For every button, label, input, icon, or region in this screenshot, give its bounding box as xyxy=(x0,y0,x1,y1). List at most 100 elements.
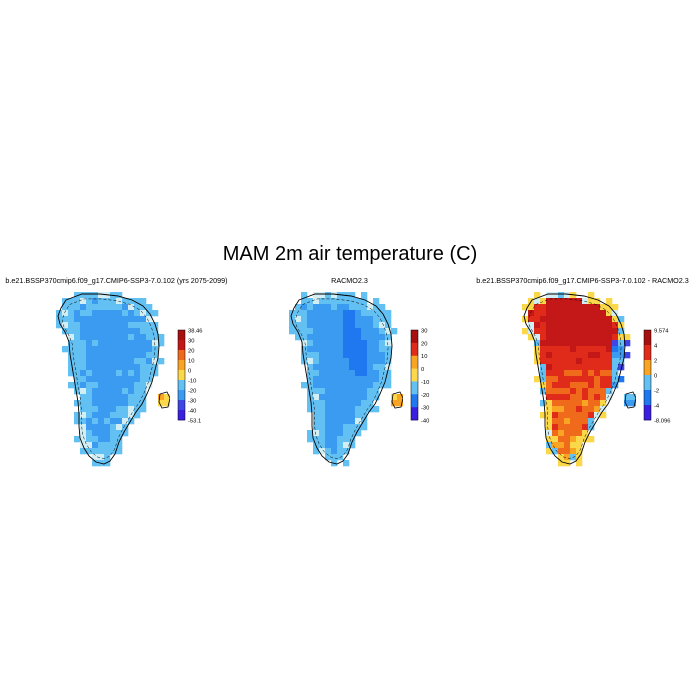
grid-cell xyxy=(122,298,129,305)
grid-cell xyxy=(313,304,320,311)
grid-cell xyxy=(337,364,344,371)
grid-cell xyxy=(552,406,559,413)
grid-cell xyxy=(594,364,601,371)
grid-cell xyxy=(361,394,368,401)
colorbar-tick-label: -10 xyxy=(188,379,196,385)
grid-cell xyxy=(600,352,607,359)
grid-cell xyxy=(558,328,565,335)
grid-cell xyxy=(110,358,117,365)
grid-cell xyxy=(319,334,326,341)
colorbar-tick-label: 0 xyxy=(188,369,191,375)
grid-cell xyxy=(630,400,636,407)
grid-cell xyxy=(313,340,320,347)
grid-cell xyxy=(361,298,368,305)
grid-cell xyxy=(80,394,87,401)
grid-cell xyxy=(343,418,350,425)
grid-cell xyxy=(564,352,571,359)
grid-cell xyxy=(152,364,159,371)
grid-cell xyxy=(104,442,111,449)
grid-cell xyxy=(337,448,344,455)
grid-cell xyxy=(552,364,559,371)
grid-cell xyxy=(116,394,123,401)
grid-cell xyxy=(540,298,547,305)
grid-cell xyxy=(86,298,93,305)
grid-cell xyxy=(594,382,601,389)
grid-cell xyxy=(343,346,350,353)
grid-cell xyxy=(331,352,338,359)
grid-cell xyxy=(116,358,123,365)
grid-cell xyxy=(367,394,374,401)
grid-cell xyxy=(337,430,344,437)
grid-cell xyxy=(92,322,99,329)
grid-cell xyxy=(80,346,87,353)
grid-cell xyxy=(606,388,613,395)
grid-cell xyxy=(600,340,607,347)
grid-cell xyxy=(116,346,123,353)
grid-cell xyxy=(552,448,559,455)
grid-cell xyxy=(570,322,577,329)
grid-cell xyxy=(140,370,147,377)
grid-cell xyxy=(86,424,93,431)
grid-cell xyxy=(361,412,368,419)
grid-cell xyxy=(313,436,320,443)
colorbar-tick-label: -10 xyxy=(421,380,429,386)
grid-cell xyxy=(379,322,386,329)
grid-cell xyxy=(80,388,87,395)
grid-cell xyxy=(349,400,356,407)
grid-cell xyxy=(576,328,583,335)
grid-cell xyxy=(98,334,105,341)
grid-cell xyxy=(74,316,81,323)
grid-cell xyxy=(152,352,159,359)
grid-cell xyxy=(116,424,123,431)
grid-cell xyxy=(116,382,123,389)
grid-cell xyxy=(116,316,123,323)
grid-cell xyxy=(122,334,129,341)
grid-cell xyxy=(534,316,541,323)
grid-cell xyxy=(128,412,135,419)
grid-cell xyxy=(86,406,93,413)
grid-cell xyxy=(379,370,386,377)
grid-cell xyxy=(307,346,314,353)
grid-cell xyxy=(582,340,589,347)
grid-cell xyxy=(355,364,362,371)
grid-cell xyxy=(570,298,577,305)
grid-cell xyxy=(606,316,613,323)
grid-cell xyxy=(74,334,81,341)
grid-cell xyxy=(110,370,117,377)
grid-cell xyxy=(134,334,141,341)
grid-cell xyxy=(349,430,356,437)
grid-cell xyxy=(385,340,392,347)
colorbar-model: 38.46 30 20 10 0 -10 -20 -30 -40 -53.1 xyxy=(177,329,203,425)
grid-cell xyxy=(349,346,356,353)
grid-cell xyxy=(588,382,595,389)
grid-cell xyxy=(349,412,356,419)
grid-cell xyxy=(540,358,547,365)
grid-cell xyxy=(564,412,571,419)
grid-cell xyxy=(319,292,326,299)
grid-cell xyxy=(319,436,326,443)
grid-cell xyxy=(152,370,159,377)
grid-cell xyxy=(576,418,583,425)
grid-cell xyxy=(564,364,571,371)
grid-cell xyxy=(367,364,374,371)
grid-cell xyxy=(122,382,129,389)
grid-cell xyxy=(534,310,541,317)
grid-cell xyxy=(86,328,93,335)
grid-cell xyxy=(355,424,362,431)
grid-cell xyxy=(331,310,338,317)
grid-cell xyxy=(98,328,105,335)
grid-cell xyxy=(319,406,326,413)
grid-cell xyxy=(528,334,535,341)
grid-cell xyxy=(325,454,332,461)
grid-cell xyxy=(343,322,350,329)
grid-cell xyxy=(558,388,565,395)
grid-cell xyxy=(576,304,583,311)
grid-cell xyxy=(122,346,129,353)
grid-cell xyxy=(546,436,553,443)
grid-cell xyxy=(92,460,99,467)
grid-cell xyxy=(331,424,338,431)
panel-racmo: RACMO2.3 30 20 10 0 -10 -20 -30 -40 xyxy=(233,276,466,476)
grid-cell xyxy=(379,358,386,365)
grid-cell xyxy=(104,382,111,389)
grid-cell xyxy=(319,388,326,395)
